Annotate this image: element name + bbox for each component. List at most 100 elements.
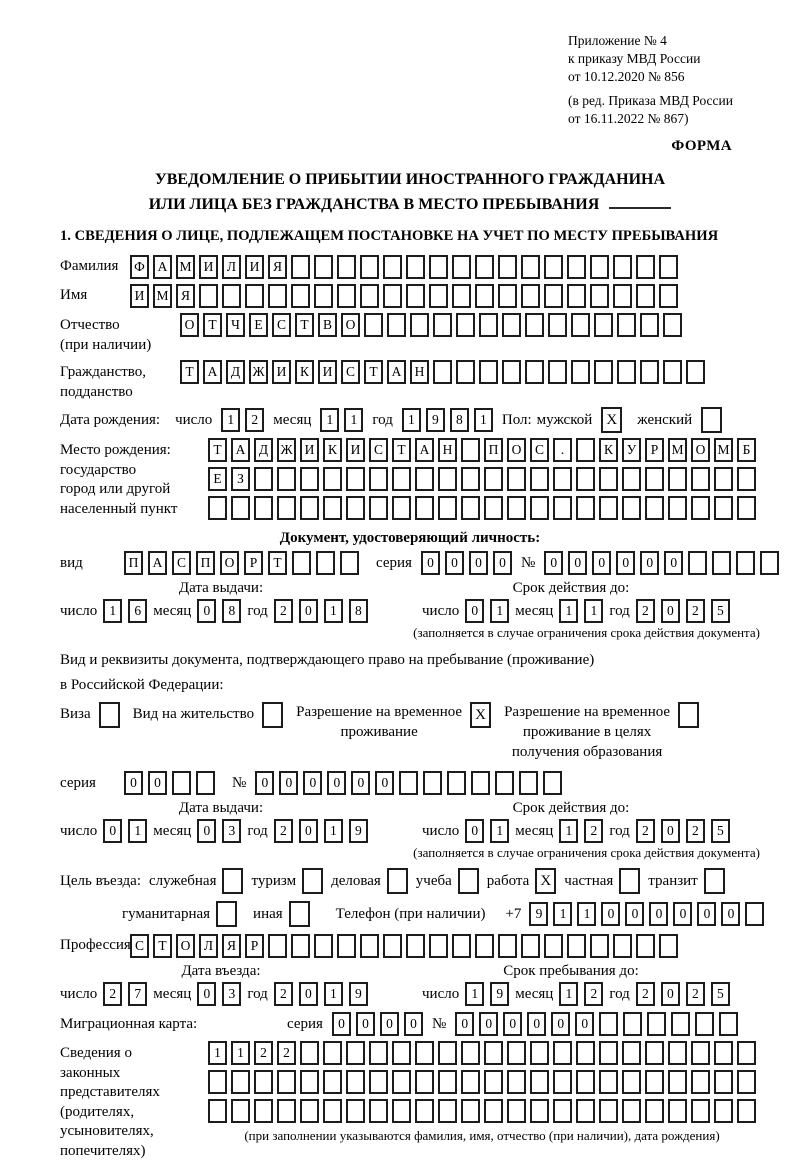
char-box[interactable]: 0 (544, 551, 564, 575)
char-box[interactable] (599, 1041, 618, 1065)
char-box[interactable] (231, 1070, 250, 1094)
char-box[interactable] (622, 1041, 641, 1065)
char-box[interactable]: 3 (222, 819, 242, 843)
char-box[interactable]: Л (199, 934, 218, 958)
char-box[interactable]: 0 (298, 599, 318, 623)
char-box[interactable] (406, 934, 425, 958)
char-box[interactable] (392, 467, 411, 491)
char-box[interactable] (392, 1070, 411, 1094)
char-box[interactable]: С (369, 438, 388, 462)
char-box[interactable]: С (130, 934, 149, 958)
char-box[interactable] (553, 467, 572, 491)
char-box[interactable] (714, 496, 733, 520)
char-box[interactable] (553, 1070, 572, 1094)
char-box[interactable] (323, 467, 342, 491)
char-box[interactable] (199, 284, 218, 308)
purpose-official-checkbox[interactable] (222, 868, 244, 894)
char-box[interactable] (484, 1041, 503, 1065)
char-box[interactable] (553, 496, 572, 520)
char-box[interactable] (461, 438, 480, 462)
char-box[interactable] (292, 551, 311, 575)
char-box[interactable] (369, 1041, 388, 1065)
char-box[interactable]: 0 (649, 902, 669, 926)
char-box[interactable] (659, 284, 678, 308)
char-box[interactable] (668, 1070, 687, 1094)
purpose-humanitarian-checkbox[interactable] (216, 901, 238, 927)
char-box[interactable]: 0 (616, 551, 636, 575)
char-box[interactable] (691, 1099, 710, 1123)
char-box[interactable] (461, 496, 480, 520)
char-box[interactable]: 0 (468, 551, 488, 575)
char-box[interactable]: Б (737, 438, 756, 462)
char-box[interactable] (196, 771, 215, 795)
char-box[interactable]: И (130, 284, 149, 308)
char-box[interactable] (369, 1099, 388, 1123)
char-box[interactable]: 1 (490, 599, 510, 623)
char-box[interactable]: Т (153, 934, 172, 958)
char-box[interactable] (544, 934, 563, 958)
char-box[interactable] (415, 1070, 434, 1094)
char-box[interactable] (691, 496, 710, 520)
char-box[interactable] (736, 551, 756, 575)
char-box[interactable]: 0 (197, 819, 217, 843)
char-box[interactable] (461, 1070, 480, 1094)
char-box[interactable] (346, 1041, 365, 1065)
char-box[interactable] (567, 934, 586, 958)
char-box[interactable]: 0 (721, 902, 741, 926)
char-box[interactable] (543, 771, 563, 795)
char-box[interactable] (691, 1041, 710, 1065)
char-box[interactable] (369, 467, 388, 491)
char-box[interactable]: 1 (320, 408, 340, 432)
char-box[interactable]: 0 (660, 599, 680, 623)
char-box[interactable]: 2 (584, 982, 604, 1006)
char-box[interactable]: П (124, 551, 143, 575)
char-box[interactable] (594, 313, 613, 337)
char-box[interactable] (613, 934, 632, 958)
char-box[interactable]: 9 (425, 408, 445, 432)
char-box[interactable]: 6 (128, 599, 148, 623)
char-box[interactable] (622, 1099, 641, 1123)
char-box[interactable]: Ж (277, 438, 296, 462)
char-box[interactable]: И (245, 255, 264, 279)
char-box[interactable] (553, 1099, 572, 1123)
char-box[interactable]: П (196, 551, 215, 575)
char-box[interactable] (668, 496, 687, 520)
char-box[interactable] (364, 313, 383, 337)
char-box[interactable]: А (153, 255, 172, 279)
char-box[interactable]: 0 (601, 902, 621, 926)
char-box[interactable]: 0 (444, 551, 464, 575)
temp-residence-education-checkbox[interactable] (678, 702, 700, 728)
char-box[interactable] (599, 496, 618, 520)
char-box[interactable] (360, 934, 379, 958)
char-box[interactable] (456, 313, 475, 337)
char-box[interactable] (502, 313, 521, 337)
char-box[interactable] (714, 1041, 733, 1065)
char-box[interactable] (291, 255, 310, 279)
char-box[interactable] (369, 496, 388, 520)
char-box[interactable] (645, 1041, 664, 1065)
char-box[interactable] (415, 467, 434, 491)
char-box[interactable] (617, 360, 636, 384)
char-box[interactable]: 0 (673, 902, 693, 926)
char-box[interactable] (507, 1070, 526, 1094)
char-box[interactable]: И (346, 438, 365, 462)
char-box[interactable]: 2 (273, 599, 293, 623)
char-box[interactable] (231, 496, 250, 520)
purpose-transit-checkbox[interactable] (703, 868, 725, 894)
char-box[interactable]: Я (268, 255, 287, 279)
char-box[interactable]: 0 (664, 551, 684, 575)
char-box[interactable]: 8 (222, 599, 242, 623)
char-box[interactable] (300, 1099, 319, 1123)
char-box[interactable]: 2 (103, 982, 123, 1006)
char-box[interactable] (383, 255, 402, 279)
char-box[interactable]: 0 (640, 551, 660, 575)
char-box[interactable]: 1 (473, 408, 493, 432)
char-box[interactable]: 0 (625, 902, 645, 926)
char-box[interactable] (668, 1041, 687, 1065)
char-box[interactable] (208, 1070, 227, 1094)
char-box[interactable]: 1 (465, 982, 485, 1006)
char-box[interactable] (571, 360, 590, 384)
char-box[interactable]: 2 (635, 982, 655, 1006)
char-box[interactable] (461, 1041, 480, 1065)
char-box[interactable] (525, 360, 544, 384)
